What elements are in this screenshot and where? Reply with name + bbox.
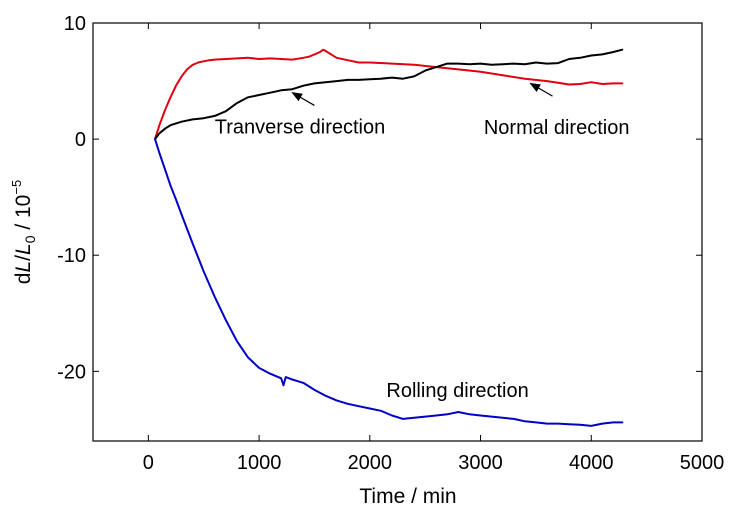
y-tick-label: 0 xyxy=(75,129,86,151)
y-axis-title-var2: L xyxy=(12,243,35,255)
y-axis-title-slash: / xyxy=(12,255,35,261)
series-line-black xyxy=(154,48,624,141)
x-tick-label: 3000 xyxy=(458,452,503,474)
plot-frame xyxy=(92,22,703,442)
series-line-blue xyxy=(154,138,624,427)
x-tick-label: 5000 xyxy=(680,452,725,474)
annotation-label: Tranverse direction xyxy=(215,116,385,138)
x-tick-label: 2000 xyxy=(348,452,393,474)
annotation-layer: Tranverse direction Normal direction Rolli… xyxy=(215,82,630,402)
y-tick-label: 10 xyxy=(64,13,86,35)
x-tick-label: 0 xyxy=(143,452,154,474)
y-axis-title-var1: L xyxy=(12,261,35,273)
series-line-red xyxy=(154,48,624,141)
annotation-label: Normal direction xyxy=(484,117,630,139)
series-layer xyxy=(154,48,624,427)
x-tick-label: 4000 xyxy=(569,452,614,474)
annotation-arrow xyxy=(529,82,553,97)
x-axis-title: Time / min xyxy=(359,485,456,508)
y-tick-label: -10 xyxy=(57,245,86,267)
y-axis-title-unit: / 10 xyxy=(12,195,35,236)
y-axis-title-prefix: d xyxy=(12,273,35,285)
y-axis-title: dL/L0 / 10−5 xyxy=(9,180,38,284)
annotation-arrow xyxy=(291,92,315,106)
y-axis-title-subscript: 0 xyxy=(22,235,38,243)
x-tick-label: 1000 xyxy=(237,452,282,474)
y-tick-label: -20 xyxy=(57,361,86,383)
annotation-label: Rolling direction xyxy=(386,380,528,402)
axis-ticks: 0 1000 2000 3000 4000 5000 10 0 -10 -20 xyxy=(57,13,724,474)
y-axis-title-exponent: −5 xyxy=(9,180,24,195)
